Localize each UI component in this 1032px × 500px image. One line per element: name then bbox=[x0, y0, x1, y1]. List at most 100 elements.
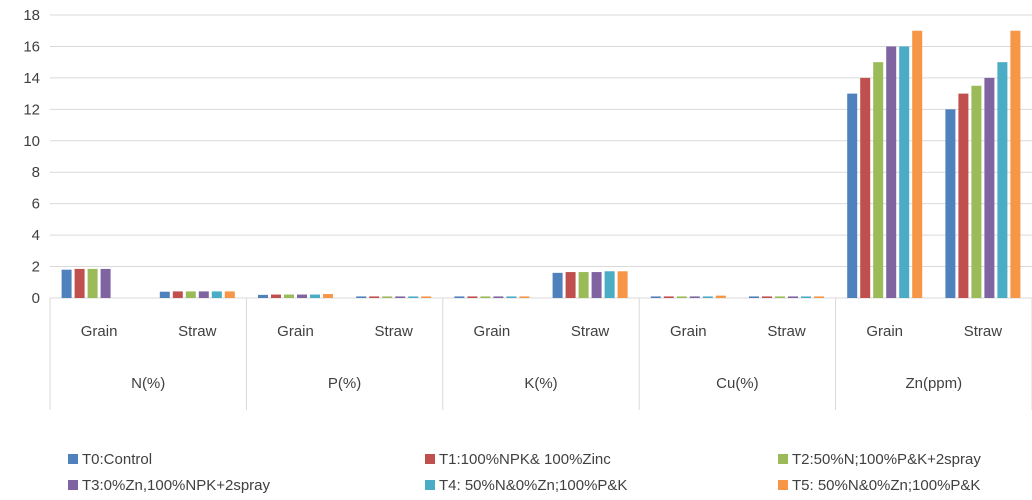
bar bbox=[997, 62, 1008, 298]
bar bbox=[814, 296, 824, 298]
bar bbox=[454, 296, 465, 298]
bar bbox=[958, 93, 969, 298]
bar bbox=[323, 294, 333, 298]
bar bbox=[912, 30, 923, 298]
bar bbox=[100, 268, 111, 298]
legend-label: T4: 50%N&0%Zn;100%P&K bbox=[439, 476, 628, 494]
legend-swatch bbox=[778, 480, 788, 490]
x-tick-label: Straw bbox=[375, 323, 414, 340]
y-tick-label: 8 bbox=[32, 164, 40, 181]
bar bbox=[749, 296, 759, 298]
bar bbox=[702, 296, 713, 298]
x-tick-label: Grain bbox=[81, 323, 118, 340]
bar bbox=[224, 291, 235, 298]
legend-item: T4: 50%N&0%Zn;100%P&K bbox=[425, 475, 627, 495]
legend-swatch bbox=[68, 480, 78, 490]
bar bbox=[591, 272, 602, 298]
bar bbox=[578, 272, 589, 298]
bar bbox=[617, 271, 628, 298]
bar bbox=[663, 296, 674, 298]
x-tick-label: Grain bbox=[474, 323, 511, 340]
bar bbox=[552, 272, 563, 298]
bar bbox=[899, 46, 910, 298]
legend-label: T5: 50%N&0%Zn;100%P&K bbox=[792, 476, 981, 494]
bar bbox=[356, 296, 367, 298]
x-tick-label: Grain bbox=[866, 323, 903, 340]
legend-item: T1:100%NPK& 100%Zinc bbox=[425, 449, 611, 469]
bar bbox=[984, 77, 995, 298]
legend-label: T0:Control bbox=[82, 450, 153, 468]
legend-label: T1:100%NPK& 100%Zinc bbox=[439, 450, 611, 468]
bar bbox=[271, 294, 281, 298]
x-tick-label: Straw bbox=[178, 323, 217, 340]
legend-item: T2:50%N;100%P&K+2spray bbox=[778, 449, 981, 469]
bar bbox=[788, 296, 798, 298]
y-tick-label: 2 bbox=[32, 259, 40, 276]
bar bbox=[775, 296, 785, 298]
x-group-label: K(%) bbox=[524, 375, 557, 392]
y-tick-label: 14 bbox=[23, 70, 40, 87]
bar bbox=[873, 62, 884, 298]
bar bbox=[211, 291, 222, 298]
bar bbox=[310, 294, 320, 298]
legend-swatch bbox=[425, 454, 435, 464]
bar bbox=[604, 271, 615, 298]
bar bbox=[172, 291, 183, 298]
bar bbox=[676, 296, 687, 298]
bar bbox=[382, 296, 393, 298]
bar-chart: 0 2 4 6 8 10 12 14 16 18 Grain Straw N(%) Grain Straw P… bbox=[23, 7, 1032, 410]
y-tick-label: 12 bbox=[23, 101, 40, 118]
bar bbox=[506, 296, 517, 298]
bar bbox=[971, 85, 982, 298]
x-group-label: Cu(%) bbox=[716, 375, 759, 392]
bar bbox=[493, 296, 504, 298]
legend-swatch bbox=[425, 480, 435, 490]
bar bbox=[886, 46, 897, 298]
legend-swatch bbox=[778, 454, 788, 464]
legend-label: T2:50%N;100%P&K+2spray bbox=[792, 450, 981, 468]
bar bbox=[715, 295, 726, 298]
legend-item: T0:Control bbox=[68, 449, 152, 469]
legend-label: T3:0%Zn,100%NPK+2spray bbox=[82, 476, 271, 494]
legend-item: T5: 50%N&0%Zn;100%P&K bbox=[778, 475, 980, 495]
bar bbox=[467, 296, 478, 298]
y-tick-label: 4 bbox=[32, 227, 40, 244]
x-tick-label: Straw bbox=[571, 323, 610, 340]
chart-legend: T0:Control T1:100%NPK& 100%Zinc T2:50%N;10… bbox=[0, 446, 1032, 500]
x-tick-label: Grain bbox=[670, 323, 707, 340]
x-tick-label: Straw bbox=[767, 323, 806, 340]
bar bbox=[408, 296, 419, 298]
bar bbox=[395, 296, 406, 298]
y-tick-label: 18 bbox=[23, 7, 40, 24]
bar bbox=[284, 294, 294, 298]
x-group-label: P(%) bbox=[328, 375, 361, 392]
y-tick-label: 10 bbox=[23, 133, 40, 150]
bar bbox=[801, 296, 811, 298]
bar bbox=[762, 296, 772, 298]
bar bbox=[369, 296, 380, 298]
bar bbox=[297, 294, 307, 298]
bar bbox=[258, 294, 268, 298]
bar bbox=[860, 77, 871, 298]
bar bbox=[650, 296, 661, 298]
bar bbox=[74, 268, 85, 298]
x-group-label: Zn(ppm) bbox=[905, 375, 962, 392]
bar bbox=[689, 296, 700, 298]
bar bbox=[61, 269, 72, 298]
bar bbox=[1010, 30, 1021, 298]
x-tick-label: Straw bbox=[964, 323, 1003, 340]
x-group-label: N(%) bbox=[131, 375, 165, 392]
bar bbox=[480, 296, 491, 298]
bar bbox=[847, 93, 858, 298]
bar bbox=[519, 296, 530, 298]
bar bbox=[198, 291, 209, 298]
bar bbox=[565, 272, 576, 298]
bar bbox=[87, 268, 98, 298]
x-tick-label: Grain bbox=[277, 323, 314, 340]
bar bbox=[159, 291, 170, 298]
bar bbox=[185, 291, 196, 298]
bar bbox=[421, 296, 432, 298]
y-tick-label: 6 bbox=[32, 196, 40, 213]
y-tick-label: 16 bbox=[23, 38, 40, 55]
